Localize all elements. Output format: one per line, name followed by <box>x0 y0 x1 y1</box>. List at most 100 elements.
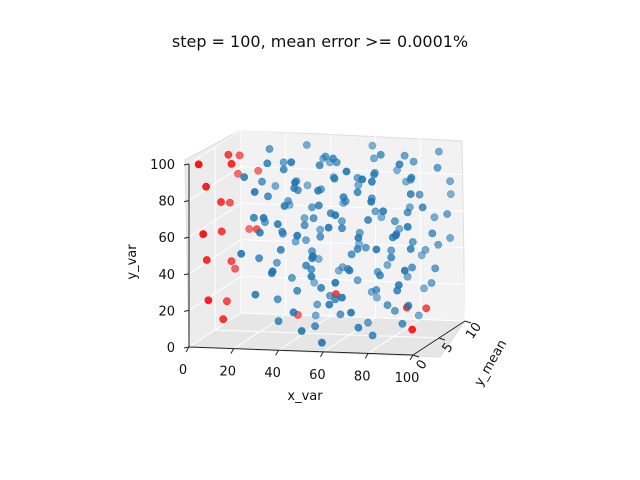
data-point <box>367 197 376 206</box>
data-point <box>376 271 384 280</box>
data-point <box>279 158 288 167</box>
data-point <box>358 175 367 184</box>
z-tick-mark <box>183 236 190 239</box>
x-tick-label: 100 <box>395 371 420 386</box>
y-tick-mark <box>412 354 420 358</box>
data-point <box>404 301 413 310</box>
data-point <box>387 253 396 262</box>
data-point <box>217 227 226 236</box>
data-point <box>287 158 296 167</box>
data-point <box>383 261 392 269</box>
data-point <box>240 173 249 181</box>
data-point <box>300 214 309 222</box>
data-point <box>403 222 412 231</box>
data-point <box>251 290 260 299</box>
data-point <box>311 311 320 320</box>
data-point <box>367 177 376 186</box>
y-tick-label: 10 <box>463 320 485 342</box>
data-point <box>446 177 454 186</box>
data-point <box>338 224 346 233</box>
data-point <box>287 273 296 282</box>
data-point <box>330 174 339 183</box>
z-tick-label: 100 <box>150 158 175 173</box>
data-point <box>361 243 370 252</box>
axes <box>183 163 472 361</box>
data-point <box>415 190 424 199</box>
z-tick-label: 0 <box>167 341 175 356</box>
data-point <box>249 213 258 222</box>
data-point <box>291 178 299 187</box>
data-point <box>390 217 399 226</box>
data-point <box>406 190 415 198</box>
data-point <box>311 322 319 331</box>
data-point <box>314 201 323 210</box>
data-point <box>370 154 378 163</box>
x-tick-mark <box>185 346 190 353</box>
data-point <box>324 223 333 232</box>
data-point <box>234 169 242 178</box>
data-point <box>307 272 316 281</box>
grid-line-y-floor <box>214 329 440 339</box>
data-point <box>224 150 233 159</box>
data-point <box>217 198 225 206</box>
z-tick-mark <box>183 200 190 203</box>
data-point <box>417 251 426 260</box>
data-point <box>273 295 282 304</box>
data-point <box>303 181 312 190</box>
data-point <box>273 220 282 228</box>
data-point <box>199 230 208 238</box>
data-point <box>434 240 443 249</box>
z-tick-label: 80 <box>158 195 175 210</box>
data-point <box>331 278 340 287</box>
data-point <box>254 166 263 175</box>
data-point <box>371 207 380 216</box>
data-point <box>354 323 363 332</box>
data-point <box>372 293 381 302</box>
data-point <box>235 151 244 160</box>
data-point <box>225 198 234 207</box>
z-tick-label: 60 <box>158 231 175 246</box>
x-tick-mark <box>275 349 280 356</box>
data-point <box>331 295 340 304</box>
data-point <box>339 193 348 202</box>
data-point <box>271 182 280 190</box>
data-point <box>353 188 362 197</box>
data-point <box>400 151 409 160</box>
data-point <box>408 238 417 246</box>
data-point <box>387 246 396 255</box>
data-point <box>443 210 452 218</box>
x-axis-label: x_var <box>287 389 323 404</box>
data-point <box>347 308 355 317</box>
data-point <box>403 208 412 217</box>
data-point <box>222 297 231 306</box>
x-tick-label: 40 <box>264 366 281 381</box>
data-point <box>289 308 298 317</box>
chart-title: step = 100, mean error >= 0.0001% <box>171 32 469 51</box>
data-point <box>353 245 362 253</box>
data-point <box>268 267 277 276</box>
data-point <box>302 261 310 270</box>
x-axis-line <box>188 346 414 356</box>
grid-line-z <box>240 239 466 249</box>
data-point <box>231 264 239 273</box>
z-tick-mark <box>183 273 190 276</box>
data-point <box>308 203 316 212</box>
data-point <box>446 190 455 198</box>
z-tick-mark <box>183 309 190 312</box>
data-point <box>227 257 236 265</box>
data-point <box>353 276 362 285</box>
data-point <box>313 300 322 309</box>
data-point <box>364 318 372 327</box>
data-point <box>302 236 310 244</box>
z-tick-mark <box>183 346 190 349</box>
data-point <box>394 281 403 289</box>
data-point <box>408 263 416 272</box>
data-point <box>308 252 317 261</box>
x-tick-mark <box>409 354 414 361</box>
data-point <box>364 216 372 224</box>
data-point <box>279 165 288 174</box>
data-point <box>336 310 345 319</box>
data-point <box>219 315 228 324</box>
data-point <box>422 304 431 313</box>
